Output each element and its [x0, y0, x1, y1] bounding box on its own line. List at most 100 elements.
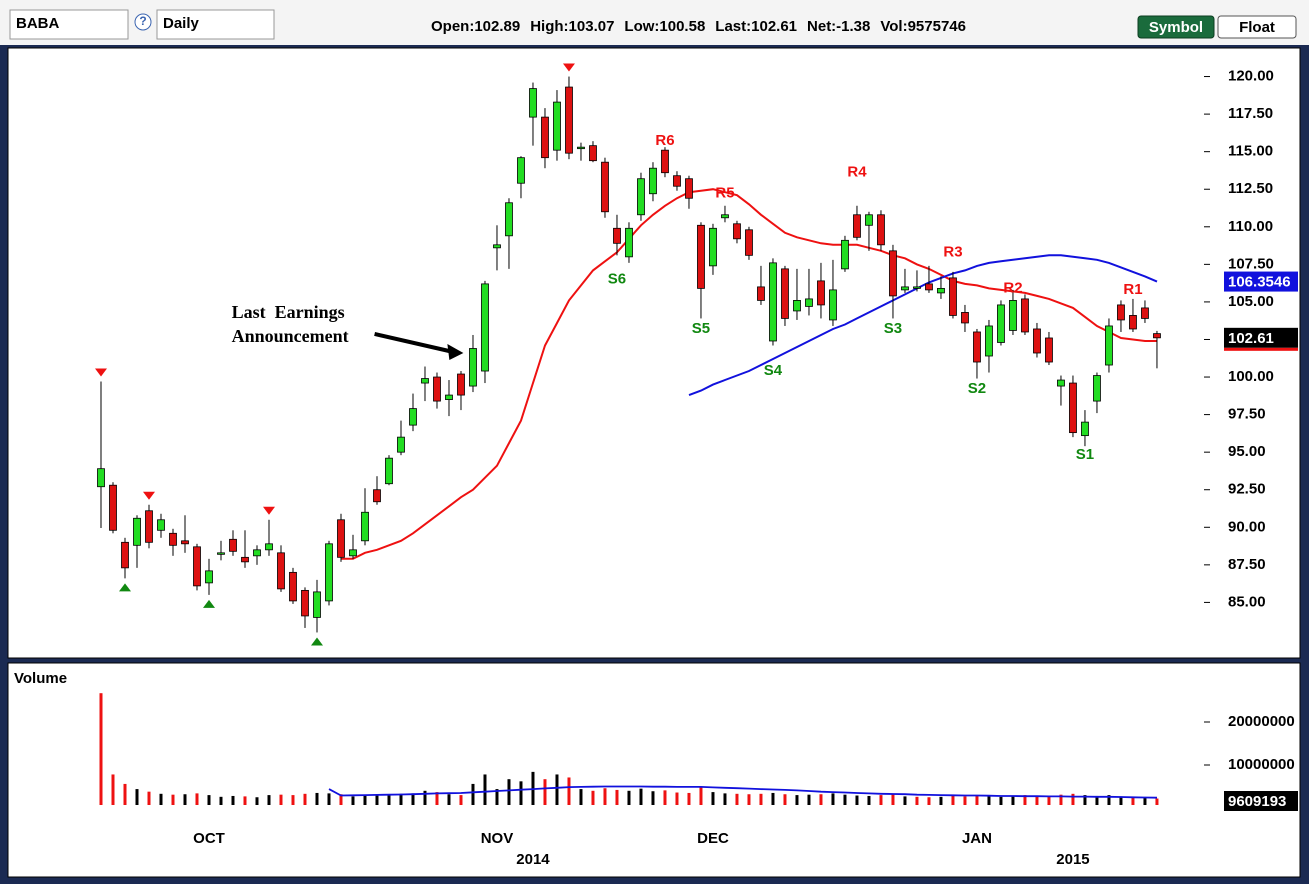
volume-bar: [1071, 793, 1075, 805]
pivot-low-marker: [118, 583, 131, 592]
y-tick-label: 20000000: [1228, 713, 1295, 730]
volume-bar: [663, 790, 667, 805]
volume-bar: [819, 794, 823, 805]
float-button[interactable]: [1217, 15, 1297, 39]
level-label: R5: [715, 185, 734, 202]
candle-body: [529, 88, 537, 118]
candle-body: [637, 178, 645, 216]
volume-bar: [1011, 795, 1015, 805]
y-tick-label: 92.50: [1228, 481, 1266, 498]
quote-field: High:103.07: [530, 18, 614, 35]
candle-body: [145, 510, 153, 543]
volume-bar: [375, 795, 379, 805]
candle-body: [169, 532, 177, 546]
volume-bar: [903, 796, 907, 805]
candle-body: [1069, 382, 1077, 434]
volume-bar: [891, 793, 895, 805]
candle-body: [973, 331, 981, 363]
candle-body: [661, 149, 669, 174]
volume-bar: [591, 790, 595, 805]
volume-bar: [1143, 797, 1147, 805]
candle-body: [409, 408, 417, 426]
symbol-box[interactable]: [9, 9, 129, 40]
candle-body: [217, 552, 225, 555]
volume-bar: [1059, 794, 1063, 805]
volume-bar: [459, 795, 463, 805]
note-arrow: [374, 332, 454, 354]
candle-body: [709, 227, 717, 267]
candle-body: [997, 304, 1005, 343]
y-tick-label: 87.50: [1228, 556, 1266, 573]
pivot-high-marker: [94, 368, 107, 377]
help-icon[interactable]: [134, 13, 152, 31]
candle-body: [949, 277, 957, 316]
quote-line: Open:102.89 High:103.07 Low:100.58 Last:102…: [431, 18, 966, 35]
candle-body: [937, 287, 945, 294]
candle-body: [925, 283, 933, 291]
level-label: S3: [884, 320, 902, 337]
candle-body: [133, 517, 141, 546]
pivot-low-marker: [310, 637, 323, 646]
candle-body: [1009, 300, 1017, 331]
level-label: R1: [1123, 281, 1142, 298]
candle-body: [805, 298, 813, 307]
period-box[interactable]: [156, 9, 275, 40]
level-label: R2: [1003, 279, 1022, 296]
volume-bar: [159, 793, 163, 805]
ma-marker: [1224, 347, 1298, 351]
volume-bar: [1107, 795, 1111, 805]
volume-bar: [627, 790, 631, 805]
candle-body: [433, 376, 441, 402]
volume-bar: [1119, 796, 1123, 805]
candle-body: [445, 394, 453, 400]
candle-body: [181, 540, 189, 545]
volume-bar: [615, 789, 619, 805]
candle-body: [325, 543, 333, 602]
candle-body: [853, 214, 861, 238]
candle-body: [769, 262, 777, 342]
candle-body: [121, 541, 129, 569]
level-label: S6: [608, 270, 626, 287]
candle-body: [781, 268, 789, 319]
note-arrowhead: [447, 344, 464, 360]
volume-bar: [1131, 796, 1135, 805]
ma-badge-bg: [1224, 271, 1298, 292]
y-tick-label: 115.00: [1228, 143, 1273, 160]
candle-body: [793, 300, 801, 312]
volume-bar: [447, 794, 451, 805]
candle-body: [721, 214, 729, 219]
volume-bar: [999, 796, 1003, 805]
candle-body: [589, 145, 597, 162]
candle-body: [1021, 298, 1029, 333]
year-label: 2015: [1056, 851, 1089, 868]
candle-body: [337, 519, 345, 558]
candle-body: [481, 283, 489, 372]
volume-bar: [963, 796, 967, 805]
volume-bar: [699, 786, 703, 805]
volume-bar: [555, 774, 559, 805]
candle-body: [517, 157, 525, 184]
candle-body: [541, 116, 549, 159]
y-tick-label: 97.50: [1228, 406, 1266, 423]
candle-body: [493, 244, 501, 249]
help-text: ?: [139, 14, 146, 28]
candle-body: [157, 519, 165, 531]
symbol-button-label: Symbol: [1149, 19, 1203, 36]
candle-body: [757, 286, 765, 301]
volume-bar: [231, 795, 235, 805]
candle-body: [205, 570, 213, 584]
symbol-button[interactable]: [1137, 15, 1215, 39]
y-tick-label: 112.50: [1228, 180, 1273, 197]
quote-field: Last:102.61: [715, 18, 797, 35]
volume-bar: [1035, 796, 1039, 805]
volume-bar: [795, 795, 799, 805]
moving-average: [341, 188, 1157, 560]
volume-bar: [411, 793, 415, 805]
ma-badge: 106.3546: [1228, 274, 1291, 291]
volume-title: Volume: [14, 670, 67, 687]
y-tick-label: 100.00: [1228, 368, 1274, 385]
volume-bar: [747, 794, 751, 805]
candle-body: [277, 552, 285, 590]
volume-bar: [843, 794, 847, 805]
